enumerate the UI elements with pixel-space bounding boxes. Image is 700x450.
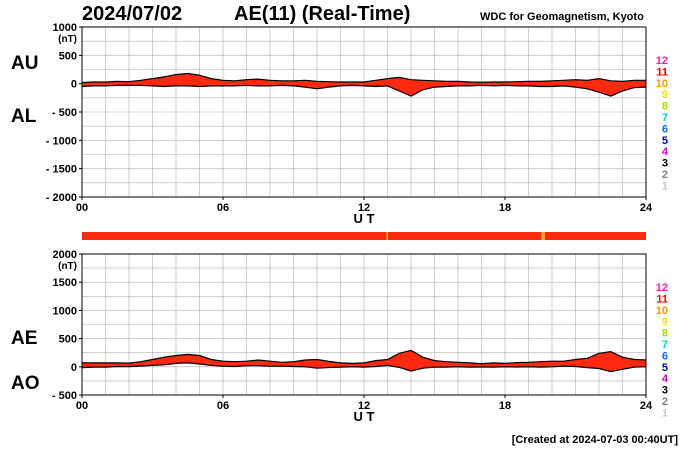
y-tick-label: - 2000 (46, 192, 77, 204)
y-tick-label: - 1000 (46, 135, 77, 147)
station-count-legend-item: 3 (662, 158, 668, 170)
station-count-legend-item: 12 (656, 55, 668, 67)
chart-title: AE(11) (Real-Time) (234, 3, 411, 25)
series-label-upper: AU (11, 53, 38, 74)
station-count-legend-item: 7 (662, 339, 668, 351)
au-al-panel: 1000 500 0 - 500 - 1000 - 1500 - 2000 (nT) 00 06 1… (11, 22, 669, 226)
x-tick-label: 12 (358, 202, 370, 214)
x-tick-label: 06 (217, 202, 229, 214)
x-axis-label: U T (354, 409, 375, 424)
x-tick-label: 18 (499, 400, 511, 412)
x-tick-label: 12 (358, 400, 370, 412)
chart-date: 2024/07/02 (82, 3, 183, 25)
y-tick-label: 0 (71, 362, 77, 374)
x-tick-label: 00 (76, 400, 88, 412)
y-tick-label: 1000 (53, 22, 77, 34)
station-count-legend-item: 2 (662, 169, 668, 181)
status-bar-orange-segment (386, 232, 388, 240)
series-label-lower: AO (11, 373, 40, 394)
station-status-bar (82, 232, 646, 240)
station-count-legend-item: 8 (662, 101, 668, 113)
unit-label: (nT) (58, 34, 77, 45)
x-tick-label: 24 (640, 400, 653, 412)
series-label-upper: AE (11, 328, 37, 349)
source-label: WDC for Geomagnetism, Kyoto (480, 11, 644, 23)
station-count-legend-item: 10 (656, 78, 668, 90)
station-count-legend-item: 6 (662, 350, 668, 362)
station-count-legend-item: 4 (662, 146, 669, 158)
y-tick-label: 500 (59, 50, 77, 62)
status-bar-orange-segment (541, 232, 545, 240)
x-tick-label: 06 (217, 400, 229, 412)
station-count-legend-item: 2 (662, 396, 668, 408)
created-timestamp: [Created at 2024-07-03 00:40UT] (511, 434, 678, 446)
station-count-legend-item: 3 (662, 385, 668, 397)
series-band-fill (82, 73, 646, 97)
station-count-legend-item: 9 (662, 316, 668, 328)
station-count-legend-item: 11 (656, 66, 668, 78)
x-axis-label: U T (354, 211, 375, 226)
station-count-legend-item: 5 (662, 135, 668, 147)
status-bar-segment (82, 232, 646, 240)
station-count-legend-item: 12 (656, 282, 668, 294)
y-tick-label: - 500 (52, 107, 77, 119)
series-line-ae (82, 349, 647, 365)
series-line-ao (81, 362, 647, 373)
station-count-legend-item: 10 (656, 305, 668, 317)
y-tick-label: 500 (59, 334, 77, 346)
x-tick-label: 24 (640, 202, 653, 214)
station-count-legend-item: 1 (662, 407, 668, 419)
x-tick-label: 18 (499, 202, 511, 214)
y-tick-label: - 1500 (46, 164, 77, 176)
station-count-legend-item: 4 (662, 373, 669, 385)
series-label-lower: AL (11, 106, 37, 127)
station-count-legend-item: 8 (662, 328, 668, 340)
station-count-legend-item: 5 (662, 362, 668, 374)
station-count-legend-item: 11 (656, 293, 668, 305)
unit-label: (nT) (58, 261, 77, 272)
series-line-al (81, 84, 647, 97)
station-count-legend-item: 9 (662, 89, 668, 101)
series-line-au (81, 72, 646, 84)
y-tick-label: 0 (71, 79, 77, 91)
station-count-legend-item: 7 (662, 112, 668, 124)
y-tick-label: - 500 (52, 390, 77, 402)
y-tick-label: 2000 (53, 249, 77, 261)
y-tick-label: 1000 (53, 305, 77, 317)
x-tick-label: 00 (76, 202, 88, 214)
station-count-legend-item: 1 (662, 180, 668, 192)
y-tick-label: 1500 (53, 277, 77, 289)
station-count-legend-item: 6 (662, 123, 668, 135)
